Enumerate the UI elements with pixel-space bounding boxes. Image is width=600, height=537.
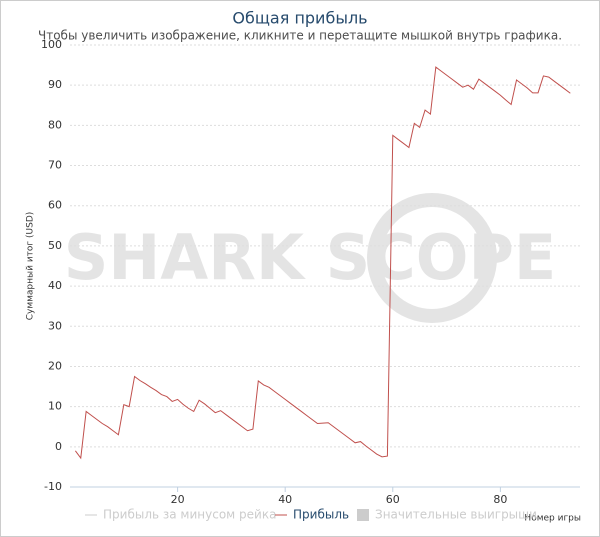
legend-label[interactable]: Значительные выигрыши — [375, 508, 537, 522]
y-tick-label: 90 — [48, 78, 62, 91]
x-tick-label: 40 — [278, 493, 292, 506]
y-tick-label: 40 — [48, 279, 62, 292]
legend-label[interactable]: Прибыль за минусом рейка — [103, 508, 276, 522]
x-tick-label: 60 — [386, 493, 400, 506]
legend-symbol — [357, 509, 369, 521]
watermark: SHARK SCOPE — [64, 193, 557, 323]
y-tick-label: 20 — [48, 359, 62, 372]
y-tick-label: 10 — [48, 400, 62, 413]
chart-title: Общая прибыль — [232, 9, 367, 28]
x-axis-title: Номер игры — [524, 514, 581, 524]
watermark-text: SHARK SCOPE — [64, 221, 557, 294]
y-tick-label: 70 — [48, 159, 62, 172]
legend-label[interactable]: Прибыль — [293, 508, 349, 522]
y-tick-label: 0 — [55, 440, 62, 453]
watermark-scope — [367, 193, 497, 323]
y-tick-label: 60 — [48, 199, 62, 212]
y-tick-label: 80 — [48, 118, 62, 131]
y-tick-label: 100 — [41, 38, 62, 51]
y-axis-title: Суммарный итог (USD) — [26, 212, 36, 321]
y-tick-label: 50 — [48, 239, 62, 252]
x-tick-label: 80 — [493, 493, 507, 506]
x-tick-label: 20 — [171, 493, 185, 506]
chart-subtitle: Чтобы увеличить изображение, кликните и … — [38, 29, 562, 43]
y-tick-label: 30 — [48, 319, 62, 332]
series-line — [74, 66, 571, 460]
y-tick-label: -10 — [44, 480, 62, 493]
